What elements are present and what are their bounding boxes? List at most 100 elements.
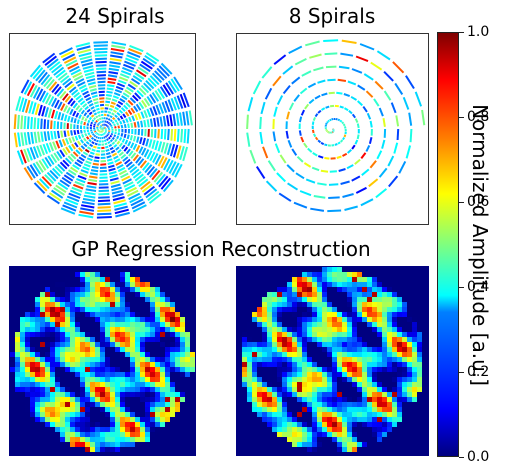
reconstruction-cell [185, 357, 190, 362]
spiral-sample [73, 118, 77, 124]
reconstruction-cell [55, 432, 60, 437]
reconstruction-cell [80, 312, 85, 317]
reconstruction-cell [120, 432, 125, 437]
spiral-sample [94, 47, 108, 51]
reconstruction-cell [417, 352, 422, 357]
spiral-sample [64, 80, 73, 89]
reconstruction-cell [342, 437, 347, 442]
reconstruction-cell [292, 367, 297, 372]
spiral-sample [176, 128, 180, 142]
spiral-sample [108, 167, 116, 172]
spiral-sample [91, 141, 95, 145]
reconstruction-cell [317, 287, 322, 292]
spiral-sample [327, 209, 342, 213]
spiral-sample [64, 95, 72, 103]
reconstruction-cell [257, 327, 262, 332]
reconstruction-cell [115, 402, 120, 407]
reconstruction-cell [130, 322, 135, 327]
spiral-sample [408, 112, 413, 126]
reconstruction-cell [282, 362, 287, 367]
reconstruction-cell [55, 332, 60, 337]
reconstruction-cell [130, 437, 135, 442]
reconstruction-cell [75, 302, 80, 307]
reconstruction-cell [312, 387, 317, 392]
reconstruction-cell [407, 392, 412, 397]
spiral-sample [149, 93, 157, 104]
spiral-sample [276, 95, 284, 106]
reconstruction-cell [317, 412, 322, 417]
reconstruction-cell [332, 447, 337, 452]
reconstruction-cell [105, 282, 110, 287]
spiral-sample [328, 91, 335, 95]
spiral-sample [95, 64, 107, 67]
reconstruction-cell [357, 312, 362, 317]
spiral-sample [82, 103, 88, 108]
spiral-sample [325, 128, 328, 131]
reconstruction-cell [110, 322, 115, 327]
spiral-sample [68, 192, 81, 199]
reconstruction-cell [402, 337, 407, 342]
spiral-sample [126, 54, 139, 61]
reconstruction-cell [302, 407, 307, 412]
spiral-sample [128, 150, 134, 157]
reconstruction-cell [85, 352, 90, 357]
spiral-sample [45, 94, 52, 105]
reconstruction-cell [65, 292, 70, 297]
reconstruction-cell [362, 427, 367, 432]
spiral-sample [337, 118, 341, 122]
reconstruction-cell [407, 372, 412, 377]
reconstruction-cell [110, 387, 115, 392]
reconstruction-cell [45, 337, 50, 342]
spiral-sample [81, 201, 95, 206]
reconstruction-cell [362, 277, 367, 282]
spiral-sample [74, 135, 79, 141]
reconstruction-cell [292, 407, 297, 412]
reconstruction-cell [150, 397, 155, 402]
spiral-sample [63, 114, 68, 122]
spiral-sample [361, 168, 370, 176]
reconstruction-cell [45, 377, 50, 382]
reconstruction-cell [392, 407, 397, 412]
reconstruction-cell [85, 437, 90, 442]
reconstruction-cell [95, 412, 100, 417]
reconstruction-cell [40, 342, 45, 347]
spiral-sample [405, 145, 412, 159]
reconstruction-cell [252, 342, 257, 347]
reconstruction-cell [40, 422, 45, 427]
reconstruction-cell [160, 392, 165, 397]
spiral-sample [96, 139, 99, 143]
spiral-sample [376, 50, 391, 61]
reconstruction-cell [282, 377, 287, 382]
spiral-sample [324, 157, 330, 160]
spiral-sample [98, 189, 110, 193]
spiral-sample [110, 180, 120, 185]
reconstruction-cell [407, 407, 412, 412]
reconstruction-cell [55, 352, 60, 357]
reconstruction-cell [352, 412, 357, 417]
reconstruction-cell [292, 337, 297, 342]
reconstruction-cell [85, 272, 90, 277]
reconstruction-cell [55, 377, 60, 382]
reconstruction-cell [150, 352, 155, 357]
spiral-sample [84, 191, 96, 196]
reconstruction-cell [50, 287, 55, 292]
spiral-sample [314, 113, 319, 118]
reconstruction-cell [272, 322, 277, 327]
reconstruction-cell [347, 327, 352, 332]
spiral-sample [48, 81, 58, 92]
spiral-sample [125, 148, 131, 155]
reconstruction-cell [145, 352, 150, 357]
reconstruction-cell [347, 282, 352, 287]
reconstruction-cell [155, 362, 160, 367]
spiral-sample [378, 167, 388, 178]
reconstruction-cell [180, 327, 185, 332]
reconstruction-cell [140, 367, 145, 372]
reconstruction-cell [407, 342, 412, 347]
spiral-sample [160, 177, 172, 190]
reconstruction-cell [267, 397, 272, 402]
reconstruction-cell [125, 282, 130, 287]
reconstruction-cell [140, 437, 145, 442]
spiral-sample [97, 202, 111, 206]
spiral-sample [123, 146, 129, 152]
reconstruction-cell [60, 377, 65, 382]
